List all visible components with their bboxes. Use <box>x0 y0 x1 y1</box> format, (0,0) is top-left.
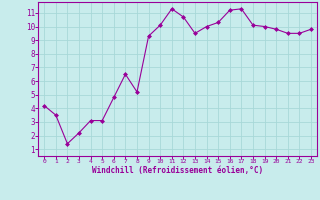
X-axis label: Windchill (Refroidissement éolien,°C): Windchill (Refroidissement éolien,°C) <box>92 166 263 175</box>
